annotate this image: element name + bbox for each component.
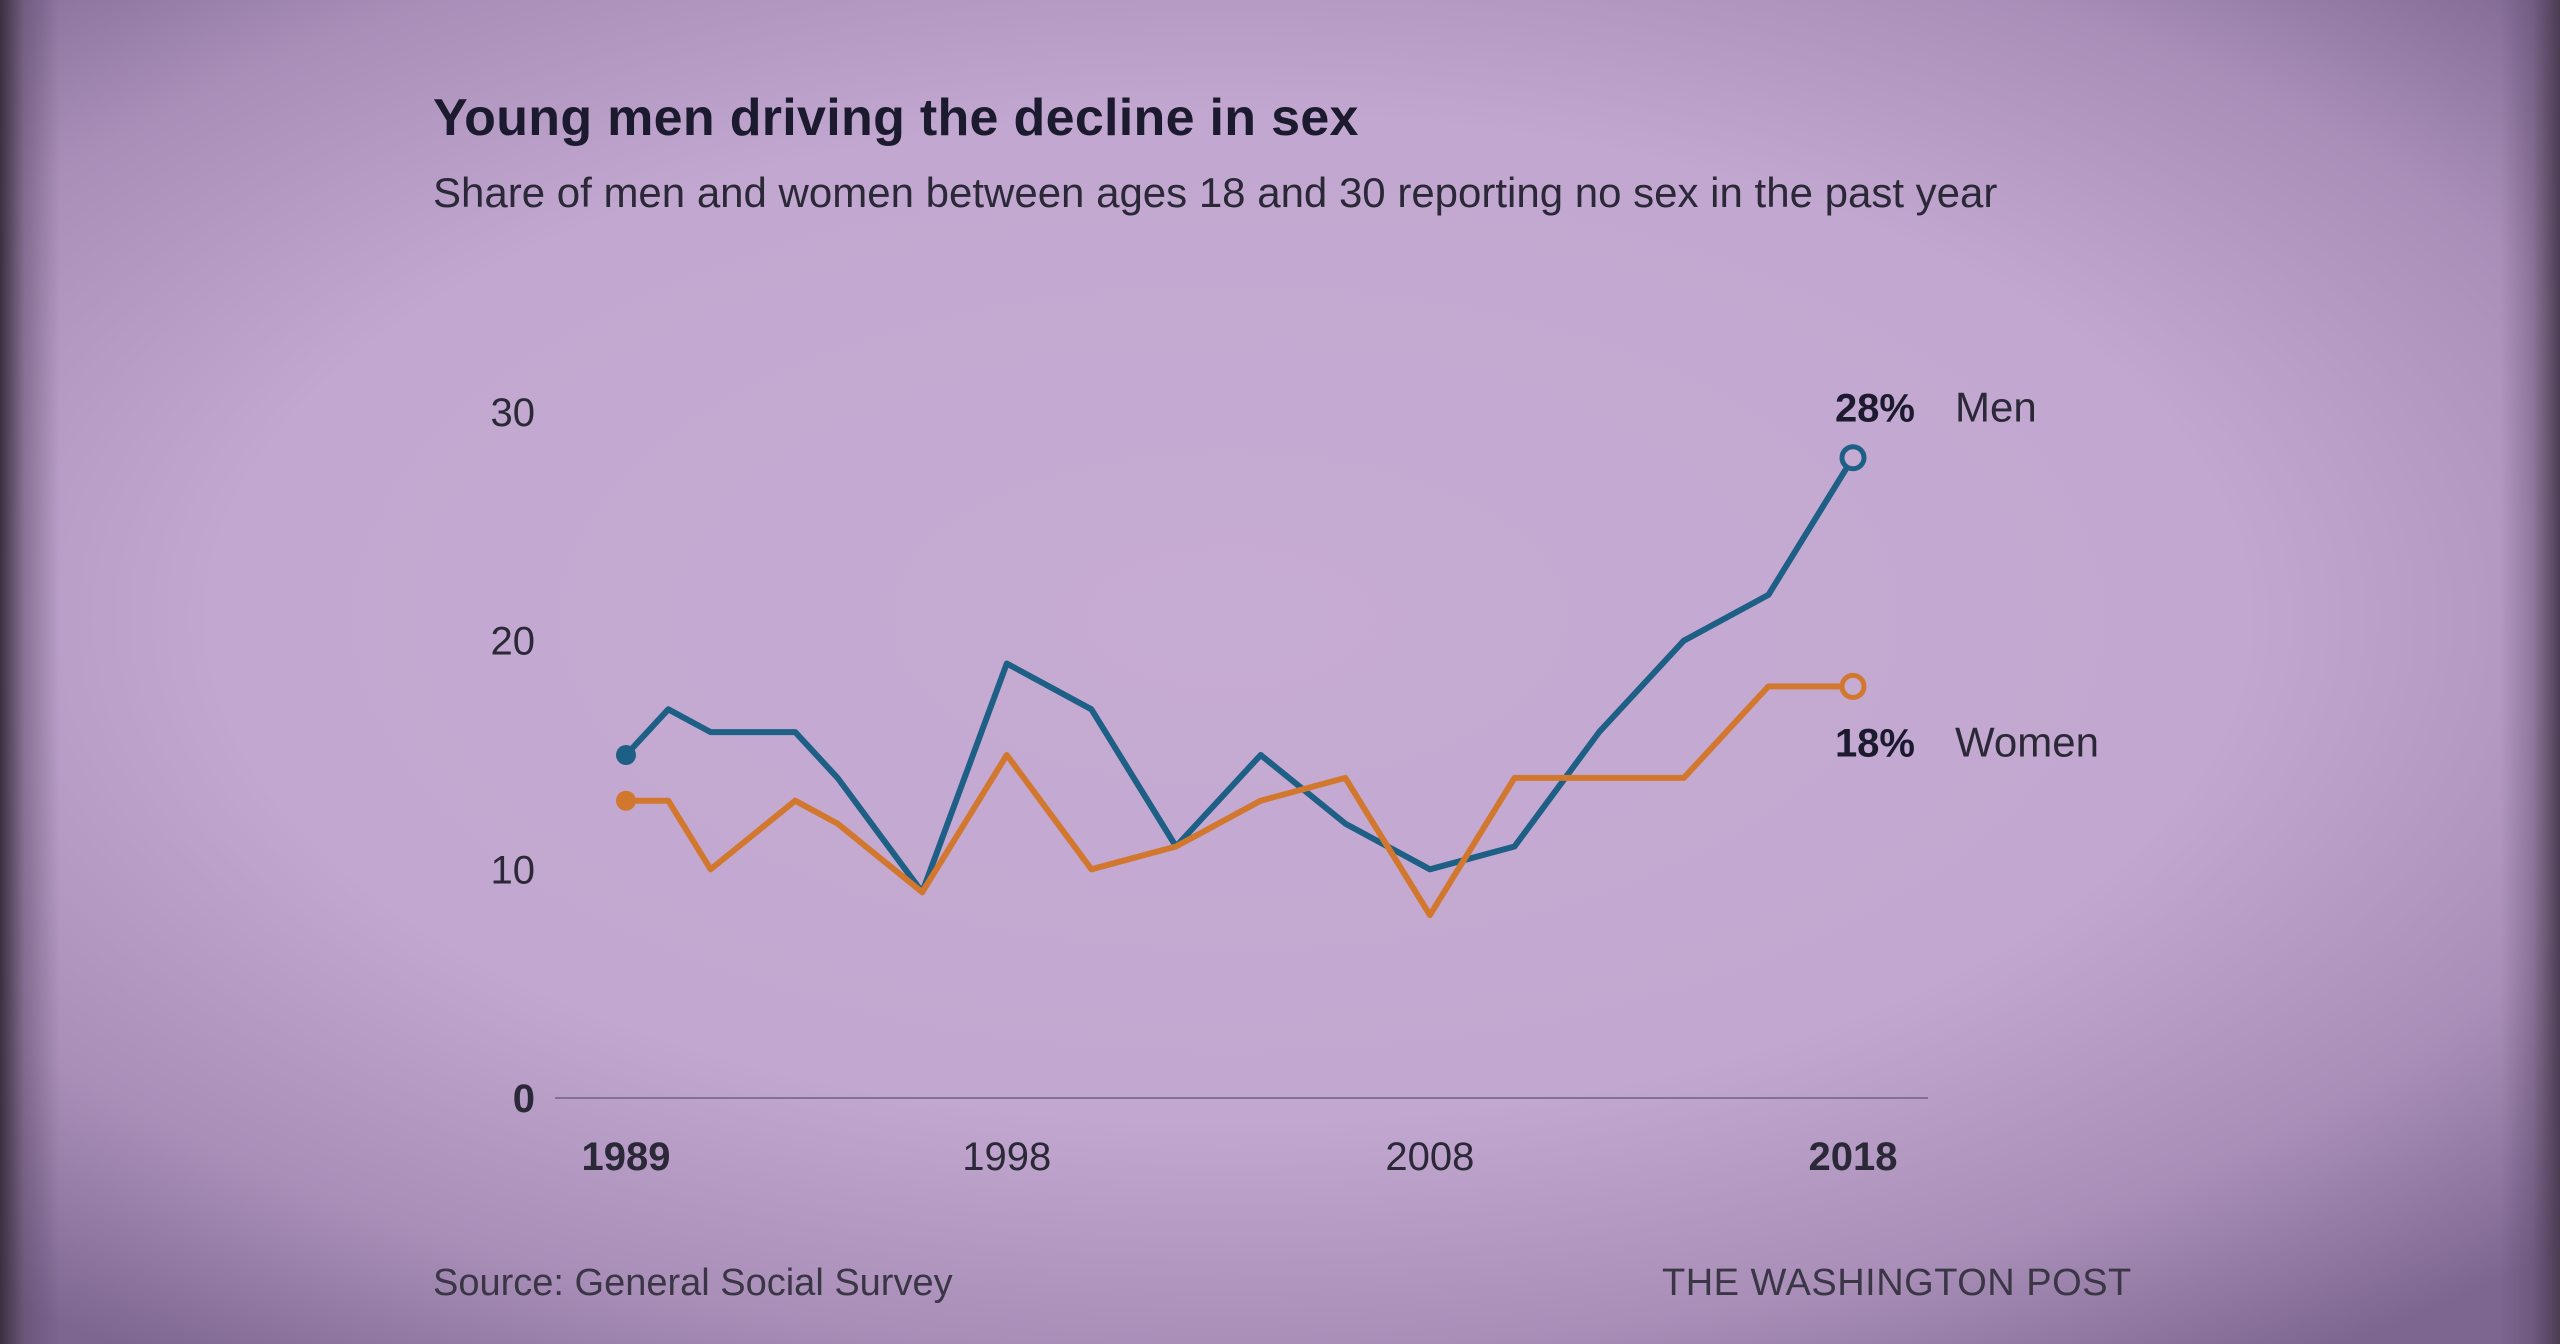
publisher-credit: THE WASHINGTON POST — [1662, 1262, 2132, 1304]
series-start-marker-men — [616, 745, 636, 765]
source-note: Source: General Social Survey — [433, 1262, 953, 1304]
left-edge-shadow — [0, 0, 60, 1344]
x-tick-label: 2008 — [1385, 1135, 1474, 1179]
x-tick-label: 2018 — [1809, 1135, 1898, 1179]
y-tick-label: 0 — [513, 1077, 535, 1121]
series-name-men: Men — [1955, 384, 2037, 431]
series-line-women — [623, 683, 1856, 919]
y-tick-label: 30 — [491, 391, 536, 435]
series-line-men — [623, 454, 1856, 896]
chart-title: Young men driving the decline in sex — [433, 89, 1359, 147]
series-end-marker-men — [1839, 444, 1867, 472]
series-end-marker-women — [1839, 672, 1867, 700]
x-tick-label: 1998 — [962, 1135, 1051, 1179]
x-tick-label: 1989 — [582, 1135, 671, 1179]
series-end-value-men: 28% — [1835, 387, 1915, 431]
series-name-women: Women — [1955, 718, 2099, 765]
series-end-value-women: 18% — [1835, 721, 1915, 765]
chart-subtitle: Share of men and women between ages 18 a… — [433, 169, 1998, 216]
right-edge-shadow — [2500, 0, 2560, 1344]
series-start-marker-women — [616, 790, 636, 811]
y-tick-label: 20 — [491, 620, 536, 664]
y-tick-label: 10 — [491, 848, 536, 892]
